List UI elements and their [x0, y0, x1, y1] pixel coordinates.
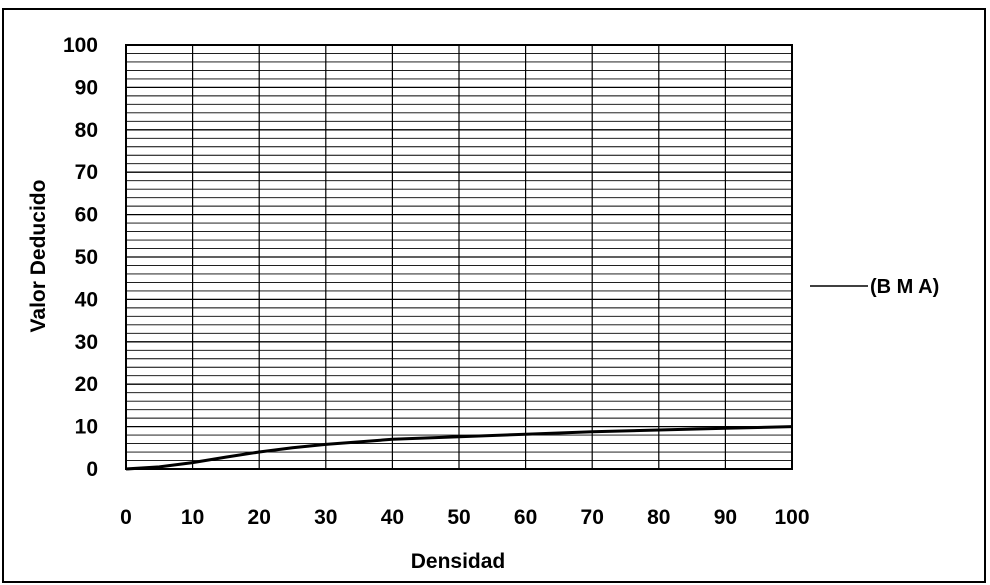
y-tick-label: 0 [86, 458, 98, 481]
x-tick-label: 20 [248, 506, 271, 529]
series-layer [125, 425, 793, 471]
y-tick-label: 70 [75, 161, 98, 184]
y-tick-label: 30 [75, 331, 98, 354]
y-tick-label: 50 [75, 246, 98, 269]
x-tick-label: 0 [120, 506, 132, 529]
legend: (B M A) [810, 276, 939, 298]
x-tick-label: 80 [647, 506, 670, 529]
x-tick-label: 60 [514, 506, 537, 529]
y-tick-label: 100 [63, 34, 98, 57]
x-tick-label: 50 [447, 506, 470, 529]
x-tick-label: 70 [581, 506, 604, 529]
y-tick-label: 90 [75, 76, 98, 99]
y-tick-label: 60 [75, 204, 98, 227]
legend-label: (B M A) [870, 276, 939, 298]
x-axis-title: Densidad [411, 550, 506, 573]
x-tick-label: 100 [774, 506, 809, 529]
y-tick-label: 80 [75, 119, 98, 142]
series-line [125, 425, 793, 471]
y-tick-label: 40 [75, 288, 98, 311]
x-tick-label: 10 [181, 506, 204, 529]
chart-frame [2, 8, 986, 583]
x-tick-label: 30 [314, 506, 337, 529]
y-tick-label: 20 [75, 373, 98, 396]
x-tick-label: 40 [381, 506, 404, 529]
plot-area [125, 44, 793, 470]
x-tick-label: 90 [714, 506, 737, 529]
x-axis-ticks: 0 10 20 30 40 50 60 70 80 90 100 [120, 506, 809, 529]
y-axis-title: Valor Deducido [27, 180, 50, 333]
grid-lines [125, 44, 793, 470]
y-tick-label: 10 [75, 416, 98, 439]
y-axis-ticks: 0 10 20 30 40 50 60 70 80 90 100 [63, 34, 98, 481]
